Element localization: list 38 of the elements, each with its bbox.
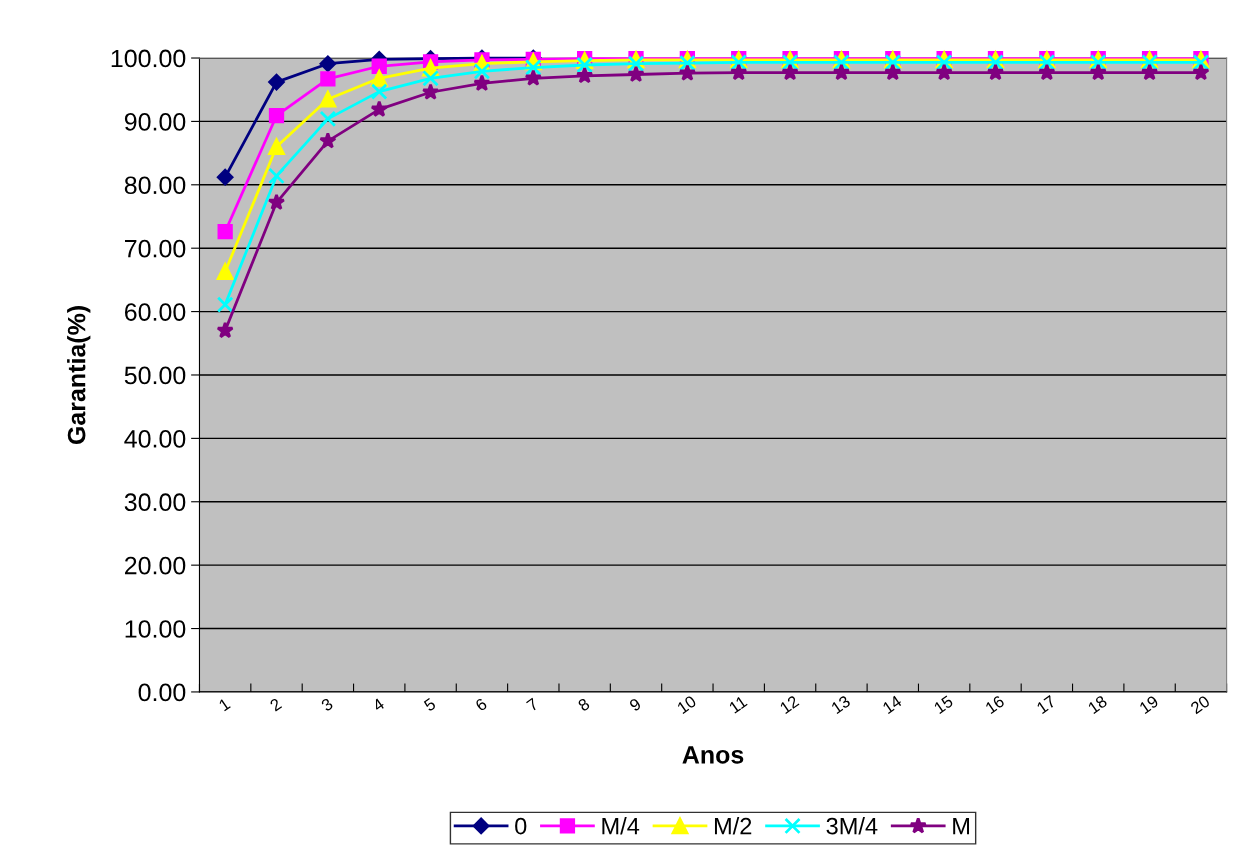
x-tick-label: 9 [628, 697, 642, 712]
x-tick-label: 3 [320, 697, 334, 712]
y-tick-label: 20.00 [124, 556, 186, 575]
y-axis-title: Garantia(%) [67, 306, 91, 445]
y-tick-label: 10.00 [125, 620, 186, 638]
x-tick-label: 10 [676, 694, 697, 715]
legend-label: M/4 [602, 817, 640, 835]
y-tick-label: 0.00 [138, 683, 186, 702]
y-tick-label: 40.00 [124, 429, 186, 448]
x-tick-label: 19 [1138, 694, 1160, 715]
x-tick-label: 17 [1036, 695, 1057, 714]
x-tick-label: 2 [269, 697, 283, 712]
y-tick-label: 60.00 [125, 303, 186, 321]
x-tick-label: 4 [371, 697, 386, 712]
x-tick-label: 11 [728, 695, 748, 714]
x-tick-label: 14 [882, 694, 903, 714]
x-tick-label: 20 [1189, 694, 1211, 715]
y-tick-label: 100.00 [111, 49, 186, 68]
y-tick-label: 30.00 [124, 493, 186, 512]
x-tick-label: 7 [526, 697, 539, 712]
x-tick-label: 6 [474, 697, 488, 712]
x-tick-label: 16 [984, 694, 1006, 715]
y-tick-label: 90.00 [124, 113, 186, 131]
x-tick-label: 1 [218, 697, 231, 712]
legend-label: 3M/4 [826, 817, 878, 835]
legend-label: M/2 [714, 817, 752, 835]
x-tick-label: 5 [423, 697, 437, 712]
legend-label: M [953, 817, 970, 835]
x-tick-label: 13 [830, 694, 851, 715]
y-tick-label: 50.00 [124, 366, 186, 385]
x-tick-label: 18 [1087, 694, 1108, 715]
legend-label: 0 [515, 817, 527, 835]
x-tick-label: 12 [779, 694, 800, 714]
y-tick-label: 80.00 [124, 176, 186, 195]
y-tick-label: 70.00 [125, 239, 186, 258]
x-tick-label: 15 [933, 695, 954, 715]
x-axis-title: Anos [682, 746, 744, 764]
x-tick-label: 8 [577, 697, 591, 712]
